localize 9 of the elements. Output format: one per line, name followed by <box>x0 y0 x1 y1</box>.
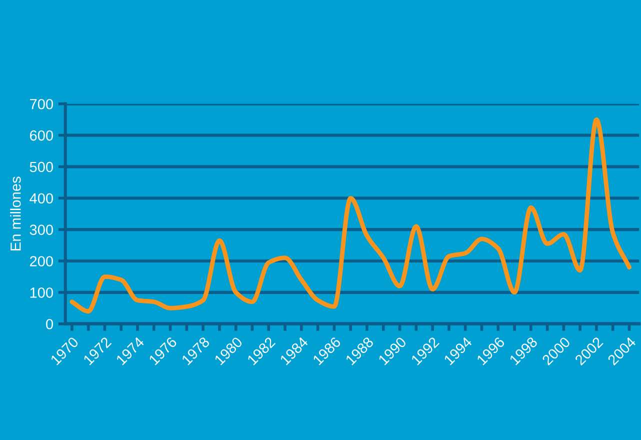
y-tick-label: 700 <box>30 98 54 110</box>
y-tick-label: 200 <box>30 256 54 266</box>
y-tick-label: 300 <box>30 224 54 235</box>
y-tick-label: 0 <box>46 318 54 330</box>
y-axis-title: En millones <box>10 176 21 250</box>
y-tick-label: 500 <box>30 162 54 172</box>
y-tick-label: 100 <box>30 288 54 298</box>
y-tick-label: 600 <box>30 130 54 141</box>
y-tick-label: 400 <box>30 193 54 204</box>
